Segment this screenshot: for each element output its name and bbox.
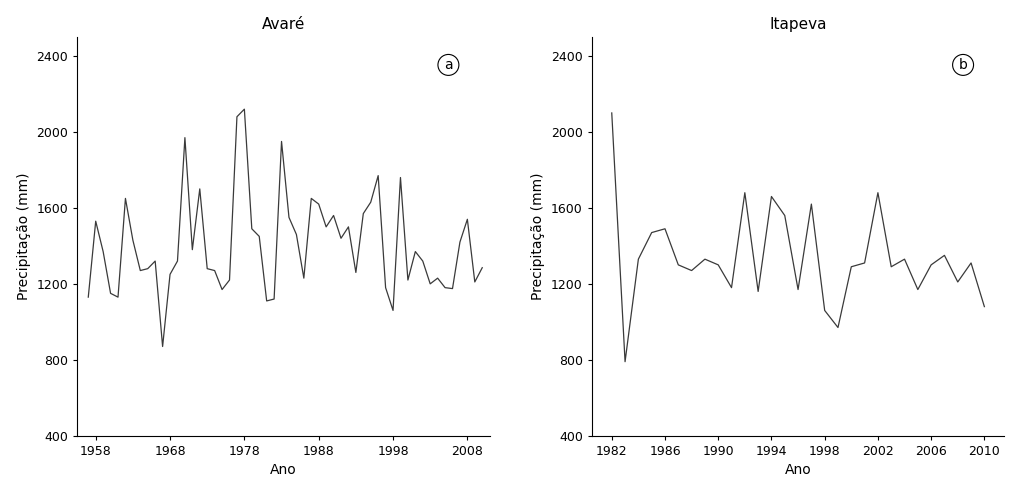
X-axis label: Ano: Ano bbox=[785, 463, 812, 477]
Y-axis label: Precipitação (mm): Precipitação (mm) bbox=[16, 172, 31, 300]
Title: Itapeva: Itapeva bbox=[769, 17, 827, 32]
Text: a: a bbox=[444, 58, 452, 72]
Title: Avaré: Avaré bbox=[261, 17, 305, 32]
X-axis label: Ano: Ano bbox=[270, 463, 297, 477]
Y-axis label: Precipitação (mm): Precipitação (mm) bbox=[531, 172, 545, 300]
Text: b: b bbox=[959, 58, 968, 72]
